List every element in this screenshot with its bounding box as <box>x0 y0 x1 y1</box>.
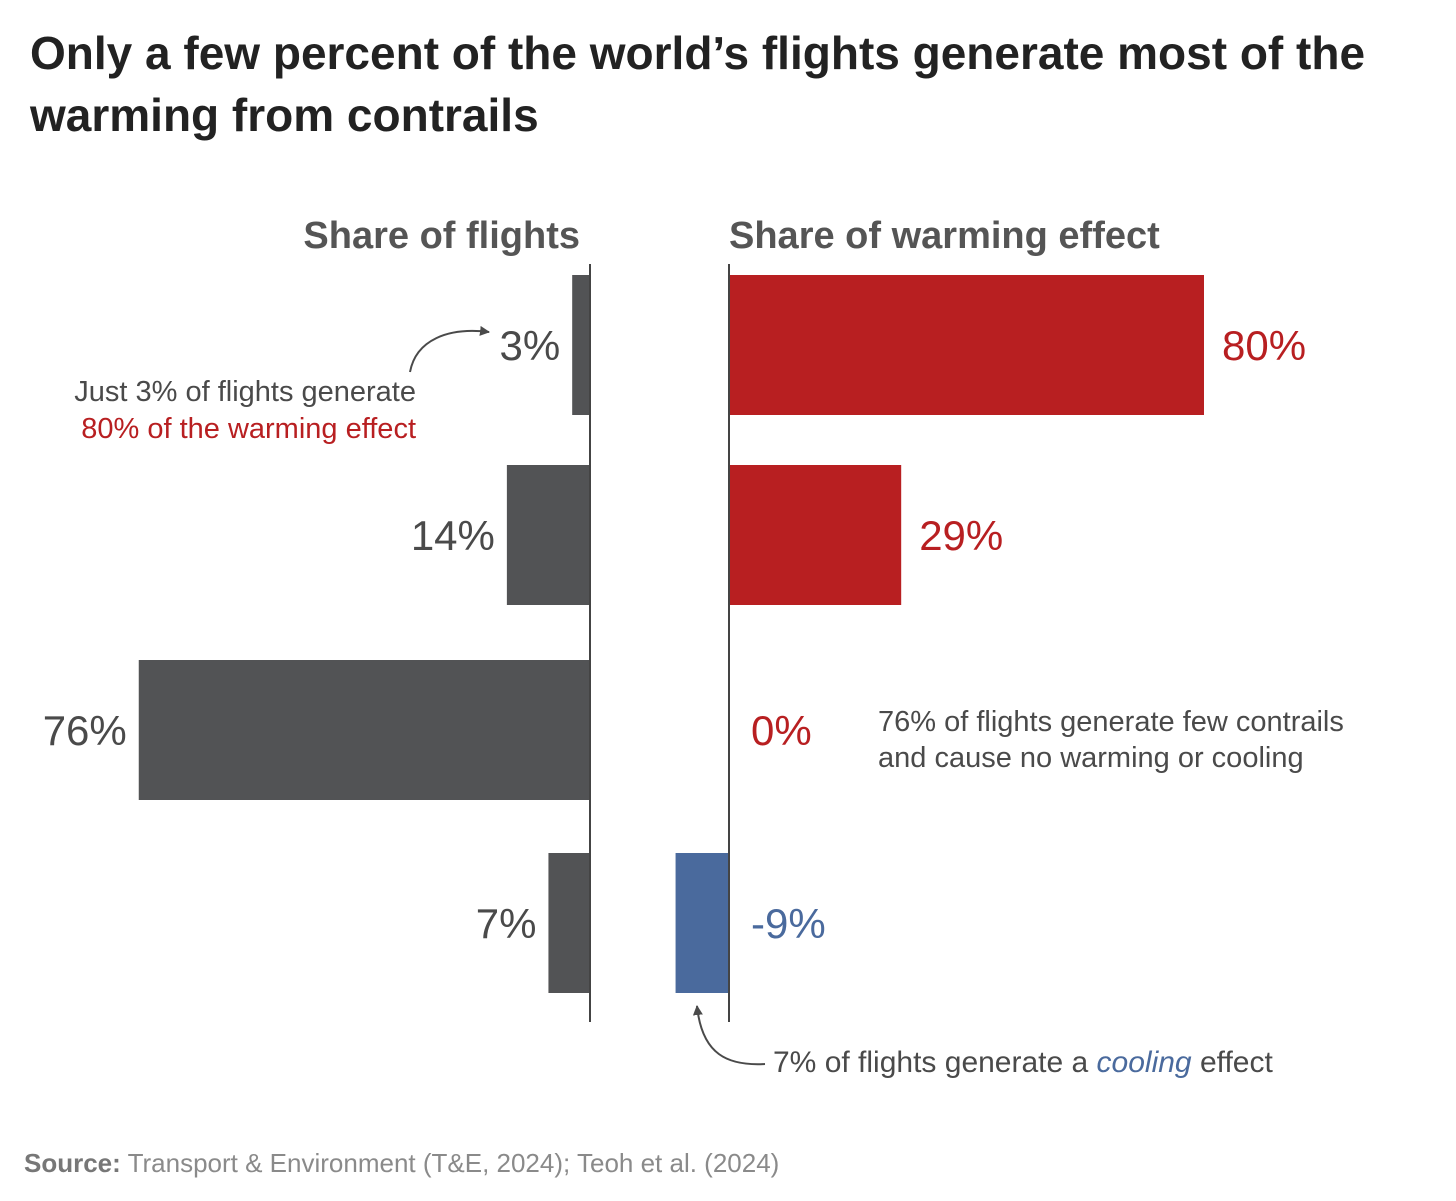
left-panel-heading: Share of flights <box>303 215 580 257</box>
annotation-neutral-line1: 76% of flights generate few contrails <box>878 706 1344 738</box>
flights-bar <box>138 660 590 800</box>
source-note: Source: Transport & Environment (T&E, 20… <box>24 1148 779 1179</box>
warming-bar <box>729 465 902 605</box>
flights-value-label: 3% <box>499 322 560 369</box>
annotation-neutral-line2: and cause no warming or cooling <box>878 742 1304 774</box>
source-text: Transport & Environment (T&E, 2024); Teo… <box>127 1148 780 1178</box>
warming-value-label: 0% <box>751 707 812 754</box>
right-panel-heading: Share of warming effect <box>729 215 1160 257</box>
flights-value-label: 7% <box>476 900 537 947</box>
flights-bar <box>506 465 590 605</box>
flights-value-label: 14% <box>411 512 495 559</box>
annotation-cooling: 7% of flights generate a cooling effect <box>773 1046 1273 1079</box>
warming-value-label: 29% <box>919 512 1003 559</box>
flights-bar <box>572 275 590 415</box>
warming-value-label: -9% <box>751 900 826 947</box>
flights-bar <box>548 853 590 993</box>
curved-arrow-icon <box>409 325 490 373</box>
warming-value-label: 80% <box>1222 322 1306 369</box>
annotation-top-line1: Just 3% of flights generate <box>74 376 416 408</box>
cooling-bar <box>675 853 729 993</box>
flights-value-label: 76% <box>43 707 127 754</box>
chart-title: Only a few percent of the world’s flight… <box>30 27 1366 141</box>
annotation-top-line2: 80% of the warming effect <box>81 413 416 445</box>
curved-arrow-icon <box>692 1005 766 1066</box>
warming-bar <box>729 275 1204 415</box>
source-label: Source: <box>24 1148 121 1178</box>
